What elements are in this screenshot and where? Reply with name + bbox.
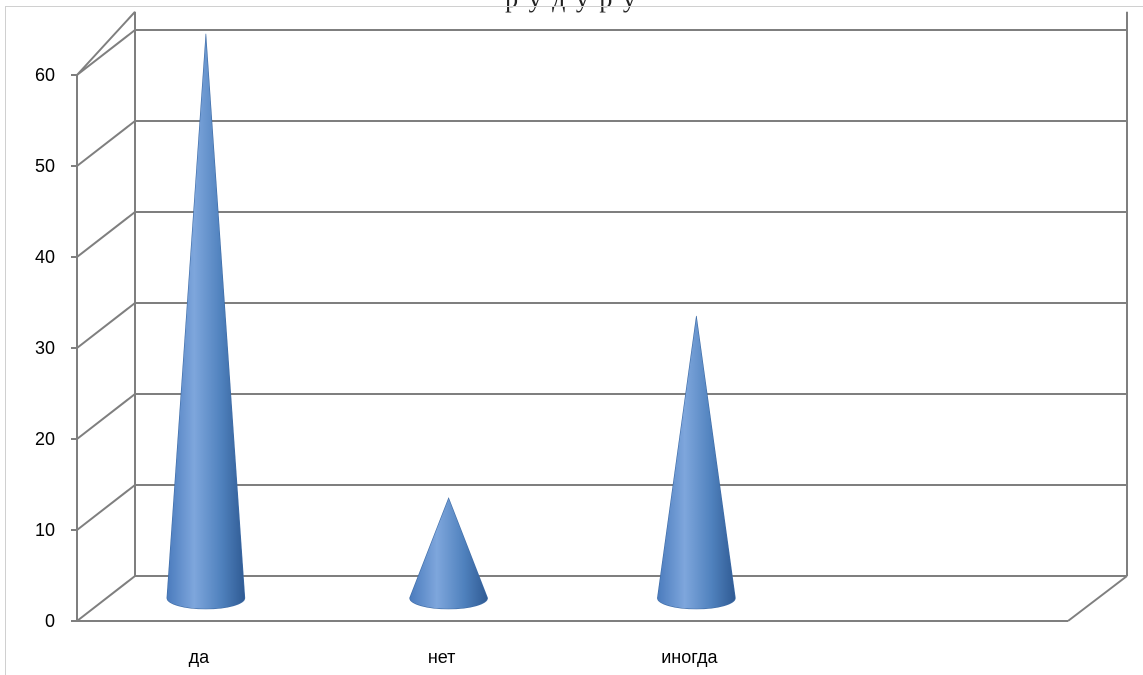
y-tick-label: 0: [45, 611, 55, 631]
y-tick-label: 50: [35, 156, 55, 176]
gridline-side-10: [76, 484, 136, 531]
cone-2: [409, 497, 488, 610]
x-category-label: да: [189, 647, 211, 667]
gridline-side-20: [76, 393, 136, 440]
y-tick-label: 40: [35, 247, 55, 267]
y-tick-label: 60: [35, 65, 55, 85]
y-tick-label: 20: [35, 429, 55, 449]
x-category-label: нет: [428, 647, 456, 667]
gridline-side-30: [76, 302, 136, 349]
left-wall-top-edge: [76, 11, 136, 76]
cone-1: [166, 33, 246, 610]
y-axis-ticks: 0 10 20 30 40 50 60: [35, 65, 77, 631]
x-category-label: иногда: [661, 647, 718, 667]
y-tick-label: 30: [35, 338, 55, 358]
cone-body: [409, 497, 488, 610]
cone-body: [657, 315, 736, 610]
cones: [166, 33, 736, 610]
cone-body: [166, 33, 246, 610]
gridline-side-40: [76, 211, 136, 258]
floor-right-edge: [1067, 575, 1128, 622]
gridline-side-50: [76, 120, 136, 167]
chart-area: [5, 6, 1143, 675]
y-tick-label: 10: [35, 520, 55, 540]
cone-3: [657, 315, 736, 610]
x-axis-labels: да нет иногда: [189, 647, 719, 667]
floor-left-edge: [76, 575, 136, 622]
gridline-side-60: [76, 29, 136, 76]
gridlines: [76, 29, 1127, 531]
